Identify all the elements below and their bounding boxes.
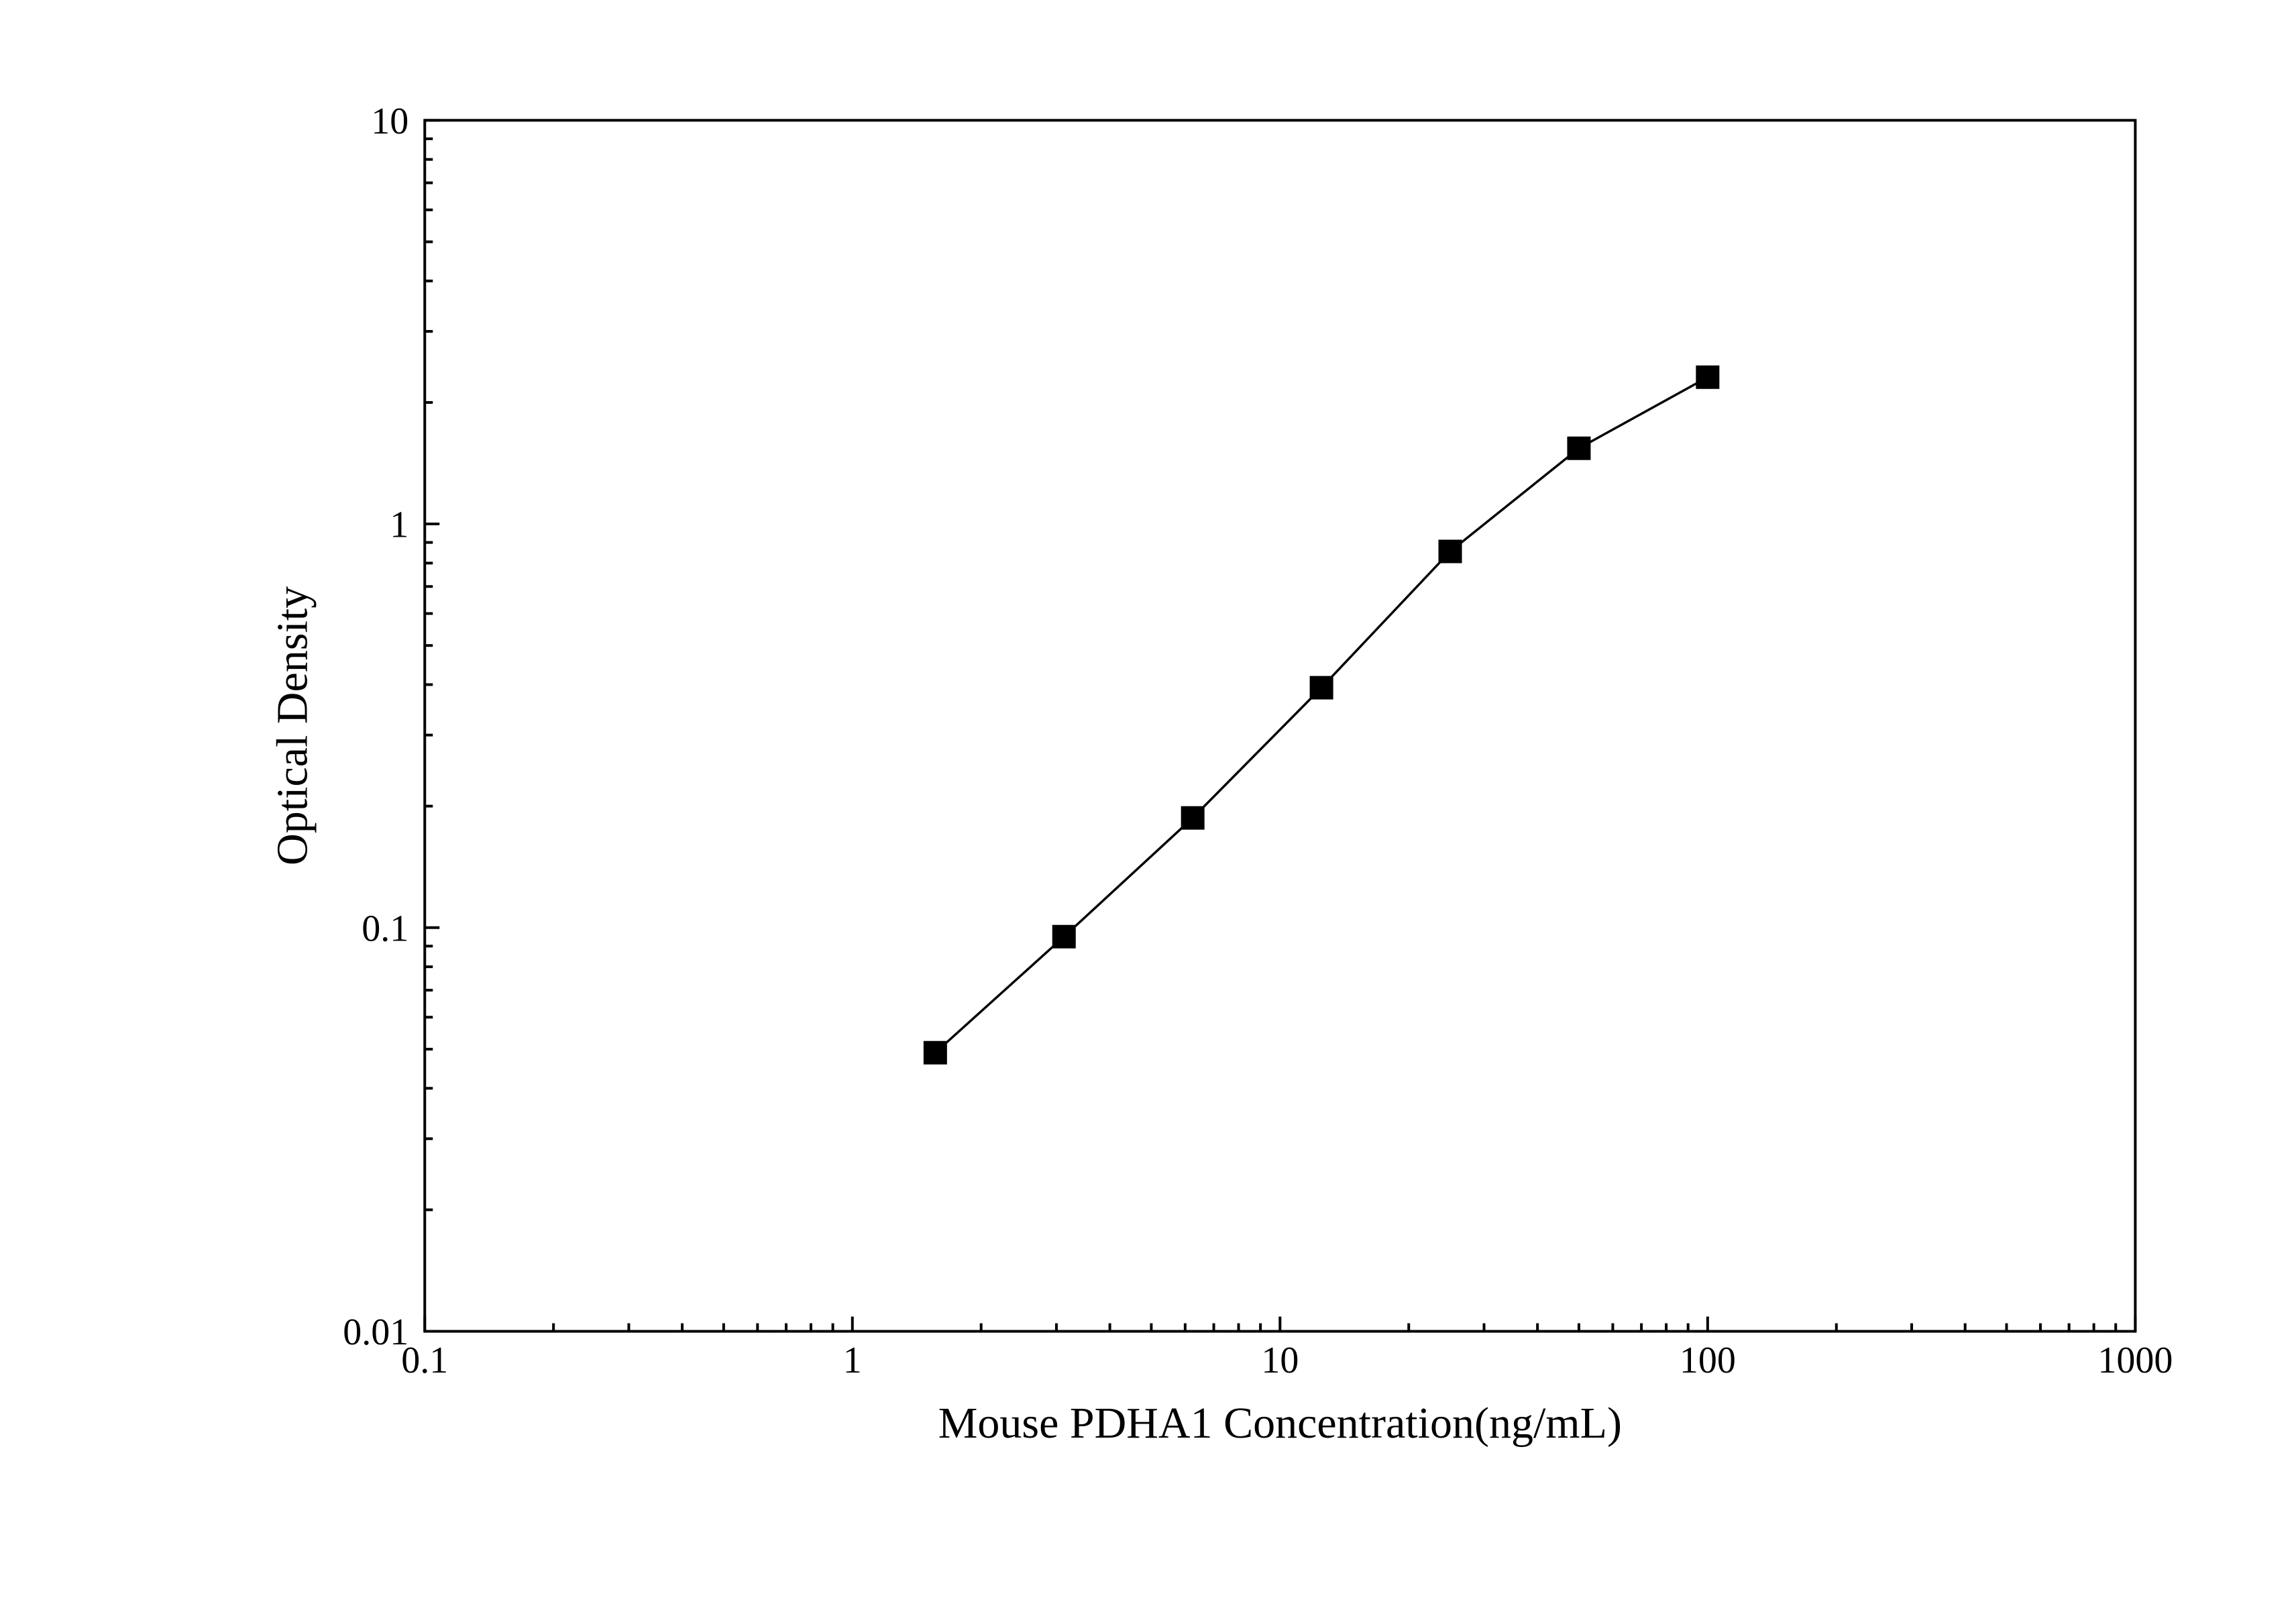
data-point-marker [1310,676,1333,699]
elisa-standard-curve-chart: 0.111010010000.010.1110Mouse PDHA1 Conce… [0,0,2296,1604]
chart-container: 0.111010010000.010.1110Mouse PDHA1 Conce… [0,0,2296,1604]
data-point-marker [1181,806,1204,829]
data-point-marker [1696,366,1719,388]
x-tick-label: 1000 [2097,1340,2173,1381]
x-tick-label: 1 [843,1340,862,1381]
y-tick-label: 0.01 [343,1312,408,1353]
data-point-marker [1052,925,1075,948]
data-point-marker [924,1041,946,1064]
data-point-marker [1568,437,1590,460]
y-tick-label: 0.1 [362,908,408,949]
y-tick-label: 10 [371,101,408,142]
data-point-marker [1439,540,1462,563]
x-tick-label: 100 [1680,1340,1736,1381]
y-axis-title: Optical Density [268,586,317,865]
y-tick-label: 1 [390,504,408,546]
series-line [935,377,1708,1053]
x-tick-label: 10 [1261,1340,1299,1381]
x-axis-title: Mouse PDHA1 Concentration(ng/mL) [938,1399,1622,1448]
